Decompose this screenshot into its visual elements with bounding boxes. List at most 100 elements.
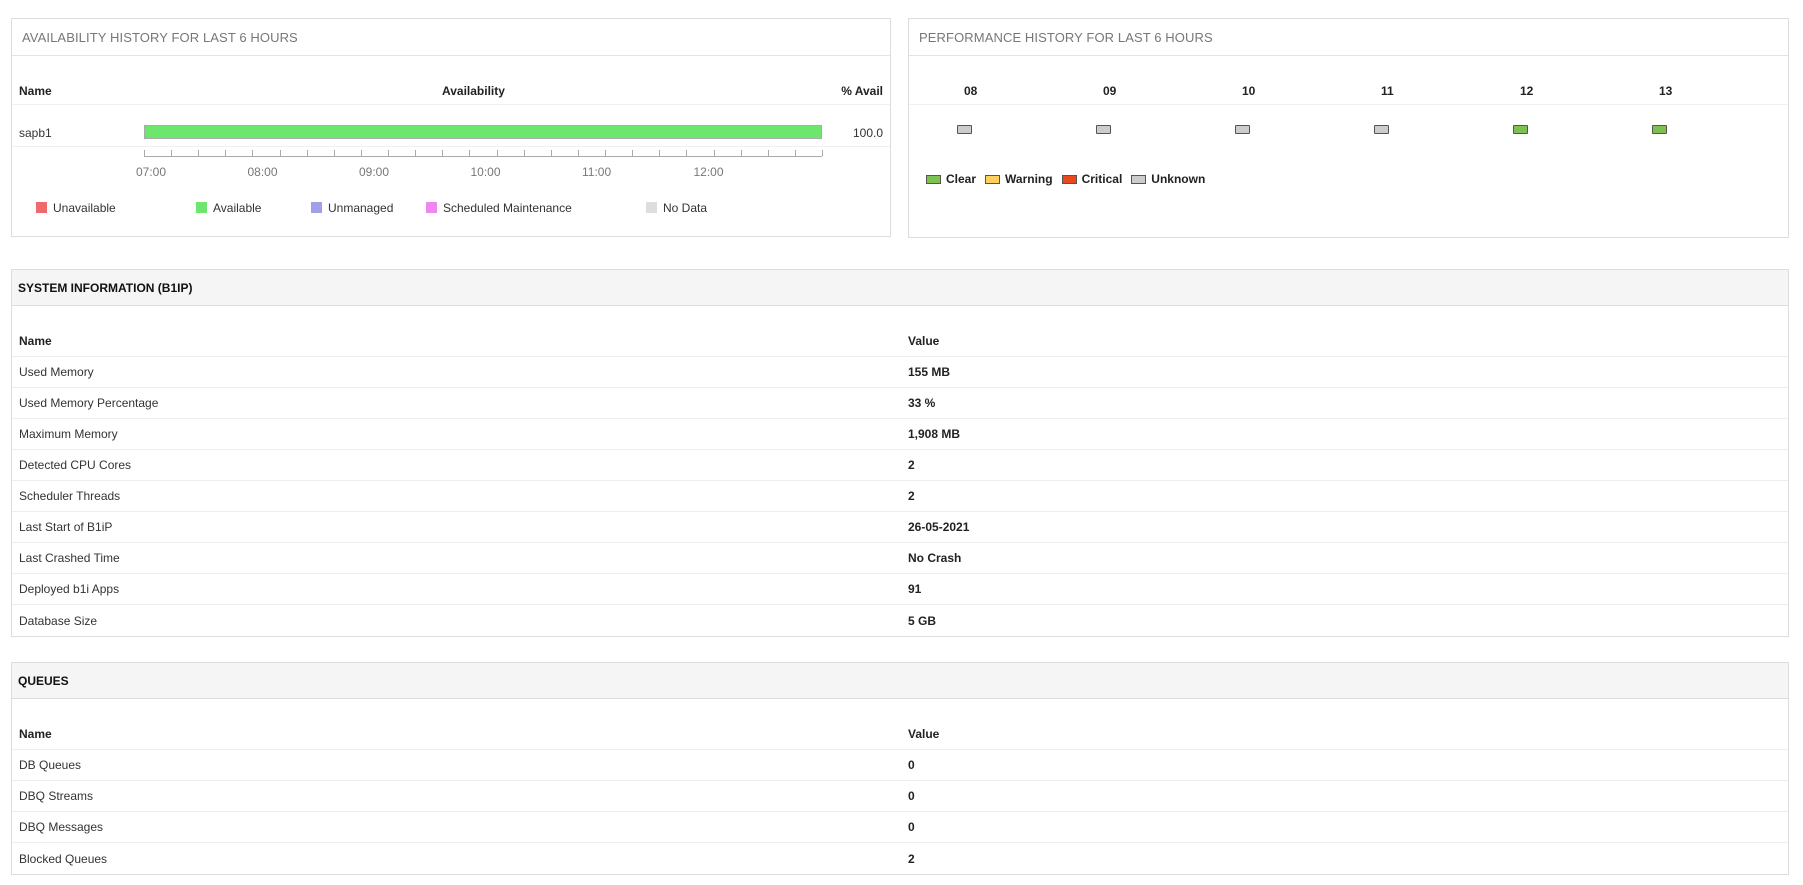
availability-title: AVAILABILITY HISTORY FOR LAST 6 HOURS	[12, 19, 890, 56]
legend-label: Unknown	[1151, 172, 1206, 186]
pct-avail-value: 100.0	[852, 126, 883, 140]
availability-panel: AVAILABILITY HISTORY FOR LAST 6 HOURS Na…	[11, 18, 891, 237]
axis-tick	[713, 150, 715, 156]
row-name: Used Memory Percentage	[19, 396, 159, 410]
performance-legend: Clear Warning Critical Unknown	[926, 172, 1214, 187]
monitor-name[interactable]: sapb1	[19, 126, 52, 140]
axis-tick	[659, 150, 661, 156]
row-value: 2	[908, 851, 915, 866]
axis-tick	[306, 150, 308, 156]
axis-tick	[198, 150, 200, 156]
col-availability: Availability	[442, 84, 505, 98]
legend-swatch	[36, 202, 47, 213]
legend-item: Unmanaged	[311, 201, 393, 215]
row-value: 5 GB	[908, 613, 937, 628]
legend-item: Critical	[1061, 172, 1123, 186]
table-row: DBQ Messages 0	[12, 812, 1788, 843]
axis-tick	[442, 150, 444, 156]
system-information-section: SYSTEM INFORMATION (B1IP) Name Value Used …	[11, 269, 1789, 637]
row-value: 1,908 MB	[908, 427, 961, 441]
row-value: 0	[908, 789, 915, 803]
availability-bar[interactable]	[144, 125, 822, 139]
legend-label: Unavailable	[53, 201, 116, 215]
axis-tick	[333, 150, 335, 156]
row-value: 26-05-2021	[908, 520, 970, 534]
row-value: 155 MB	[908, 365, 951, 379]
legend-label: Unmanaged	[328, 201, 394, 215]
axis-tick	[605, 150, 607, 156]
legend-swatch	[926, 174, 941, 184]
col-value: Value	[908, 727, 940, 741]
table-row: Detected CPU Cores 2	[12, 450, 1788, 481]
legend-label: No Data	[663, 201, 708, 215]
hour-label: 11	[1381, 84, 1394, 98]
axis-tick	[279, 150, 281, 156]
axis-tick	[550, 150, 552, 156]
table-row: Blocked Queues 2	[12, 843, 1788, 874]
time-axis	[144, 150, 823, 157]
table-row: Maximum Memory 1,908 MB	[12, 419, 1788, 450]
row-value: 2	[908, 489, 915, 503]
legend-swatch	[311, 202, 322, 213]
hour-status-clear[interactable]	[1513, 125, 1528, 134]
table-header: Name Value	[12, 719, 1788, 750]
hour-label: 12	[1520, 84, 1534, 98]
axis-tick	[225, 150, 227, 156]
row-name: Deployed b1i Apps	[19, 582, 120, 596]
legend-swatch	[196, 202, 207, 213]
axis-tick	[252, 150, 254, 156]
axis-tick	[577, 150, 579, 156]
row-name: Scheduler Threads	[19, 489, 121, 503]
col-name: Name	[19, 334, 52, 348]
col-value: Value	[908, 334, 940, 348]
table-row: DBQ Streams 0	[12, 781, 1788, 812]
row-name: Detected CPU Cores	[19, 458, 132, 472]
row-value: 2	[908, 458, 915, 472]
legend-swatch	[985, 174, 1001, 184]
axis-tick	[632, 150, 634, 156]
row-name: Last Crashed Time	[19, 551, 120, 565]
hour-status-clear[interactable]	[1652, 125, 1667, 134]
tick-label: 08:00	[247, 165, 278, 179]
legend-label: Critical	[1081, 172, 1123, 186]
axis-tick	[794, 150, 796, 156]
axis-tick	[144, 150, 145, 156]
axis-tick	[740, 150, 742, 156]
legend-label: Scheduled Maintenance	[443, 201, 572, 215]
axis-tick	[523, 150, 525, 156]
table-row: Last Start of B1iP 26-05-2021	[12, 512, 1788, 543]
table-row: Last Crashed Time No Crash	[12, 543, 1788, 574]
row-name: Maximum Memory	[19, 427, 118, 441]
hour-status-unknown[interactable]	[957, 125, 972, 134]
row-name: Blocked Queues	[19, 851, 108, 866]
tick-label: 09:00	[359, 165, 390, 179]
table-row: Scheduler Threads 2	[12, 481, 1788, 512]
legend-swatch	[426, 202, 437, 213]
row-value: 33 %	[908, 396, 936, 410]
row-name: DB Queues	[19, 758, 82, 772]
legend-swatch	[646, 202, 657, 213]
row-value: 0	[908, 820, 915, 834]
queues-section: QUEUES Name Value DB Queues 0 DBQ Streams 0 DB…	[11, 662, 1789, 875]
axis-tick	[767, 150, 769, 156]
hour-status-unknown[interactable]	[1235, 125, 1250, 134]
axis-tick	[469, 150, 471, 156]
legend-item: Available	[196, 201, 261, 215]
tick-label: 12:00	[693, 165, 724, 179]
tick-label: 10:00	[470, 165, 501, 179]
axis-tick	[388, 150, 390, 156]
table-row: Deployed b1i Apps 91	[12, 574, 1788, 605]
hour-status-unknown[interactable]	[1374, 125, 1389, 134]
legend-label: Warning	[1005, 172, 1053, 186]
row-value: No Crash	[908, 551, 962, 565]
legend-swatch	[1061, 174, 1077, 184]
row-name: Database Size	[19, 613, 98, 628]
row-name: DBQ Streams	[19, 789, 94, 803]
axis-tick	[415, 150, 417, 156]
performance-title: PERFORMANCE HISTORY FOR LAST 6 HOURS	[909, 19, 1788, 56]
queues-title: QUEUES	[12, 663, 1788, 699]
row-value: 0	[908, 758, 915, 772]
table-header: Name Value	[12, 326, 1788, 357]
hour-status-unknown[interactable]	[1096, 125, 1111, 134]
legend-item: Warning	[985, 172, 1053, 186]
